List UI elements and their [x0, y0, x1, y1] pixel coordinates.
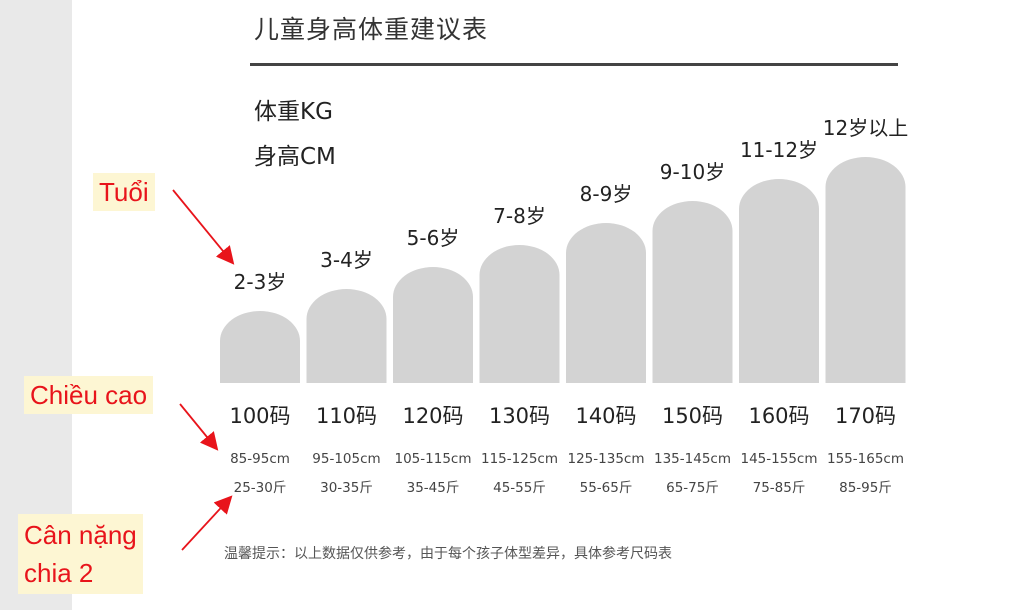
weight-range-1: 25-30斤	[234, 480, 287, 496]
size-label-6: 150码	[662, 404, 723, 428]
size-label-8: 170码	[835, 404, 896, 428]
callout-weight-line2: chia 2	[24, 558, 94, 588]
callout-weight-line1: Cân nặng	[24, 520, 137, 550]
size-label-1: 100码	[229, 404, 290, 428]
height-range-7: 145-155cm	[741, 451, 818, 467]
legend-weight: 体重KG	[254, 99, 333, 125]
callout-age: Tuổi	[93, 173, 155, 211]
height-range-4: 115-125cm	[481, 451, 558, 467]
weight-range-4: 45-55斤	[493, 480, 546, 496]
bar-4	[479, 245, 560, 383]
weight-range-6: 65-75斤	[666, 480, 719, 496]
chart-title: 儿童身高体重建议表	[254, 15, 489, 44]
bar-6	[652, 201, 733, 383]
weight-range-8: 85-95斤	[839, 480, 892, 496]
bar-8	[825, 157, 906, 383]
arrow-age	[172, 189, 235, 265]
size-label-7: 160码	[748, 404, 809, 428]
bar-3	[393, 267, 473, 383]
arrow-weight	[181, 495, 233, 551]
title-divider	[250, 63, 898, 66]
bar-2	[306, 289, 387, 383]
callout-height: Chiều cao	[24, 376, 154, 414]
age-label-3: 5-6岁	[407, 226, 460, 250]
height-range-3: 105-115cm	[395, 451, 472, 467]
height-range-5: 125-135cm	[568, 451, 645, 467]
weight-range-7: 75-85斤	[753, 480, 806, 496]
weight-range-3: 35-45斤	[407, 480, 460, 496]
height-range-6: 135-145cm	[654, 451, 731, 467]
size-label-2: 110码	[316, 404, 377, 428]
bar-7	[739, 179, 819, 383]
left-margin-strip	[0, 0, 72, 610]
bar-1	[220, 311, 300, 383]
weight-range-5: 55-65斤	[580, 480, 633, 496]
bar-5	[566, 223, 646, 383]
age-label-6: 9-10岁	[660, 160, 725, 184]
age-label-5: 8-9岁	[580, 182, 633, 206]
height-range-8: 155-165cm	[827, 451, 904, 467]
size-label-3: 120码	[402, 404, 463, 428]
footnote: 温馨提示：以上数据仅供参考，由于每个孩子体型差异，具体参考尺码表	[224, 546, 672, 562]
age-label-8: 12岁以上	[823, 116, 908, 140]
height-range-1: 85-95cm	[230, 451, 290, 467]
age-label-1: 2-3岁	[234, 270, 287, 294]
size-label-4: 130码	[489, 404, 550, 428]
height-range-2: 95-105cm	[312, 451, 380, 467]
size-label-5: 140码	[575, 404, 636, 428]
age-label-4: 7-8岁	[493, 204, 546, 228]
age-label-2: 3-4岁	[320, 248, 373, 272]
age-label-7: 11-12岁	[740, 138, 818, 162]
legend-height: 身高CM	[254, 144, 336, 170]
callout-weight: Cân nặng chia 2	[18, 514, 143, 594]
weight-range-2: 30-35斤	[320, 480, 373, 496]
arrow-height	[179, 403, 219, 451]
